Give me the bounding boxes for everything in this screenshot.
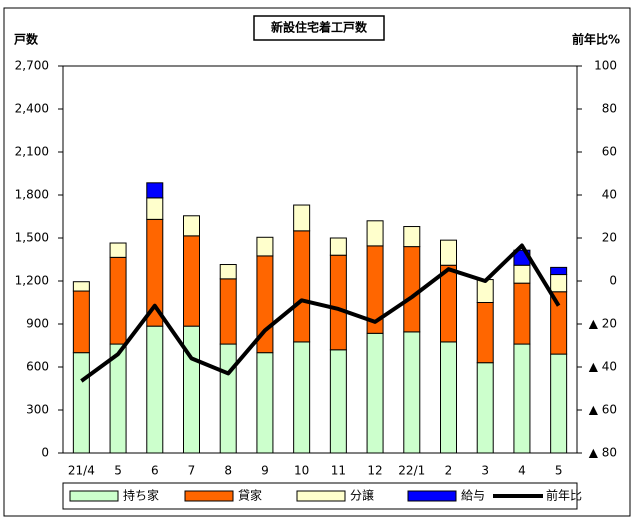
bar-segment: [550, 274, 568, 293]
x-tick-label: 3: [481, 464, 489, 478]
x-tick-label: 5: [114, 464, 122, 478]
x-tick-label: 11: [331, 464, 346, 478]
legend-label: 前年比: [546, 488, 582, 503]
bar-segment: [183, 215, 200, 237]
bar-segment: [329, 254, 347, 351]
bar-segment: [550, 291, 568, 355]
bar-segment: [476, 302, 494, 364]
bar-segment: [146, 325, 164, 454]
y-tick-label: 300: [26, 403, 49, 417]
bar-segment: [219, 278, 237, 345]
line-series: [80, 243, 561, 383]
legend-label: 分譲: [350, 488, 374, 503]
bar-segment: [513, 343, 531, 454]
y-tick-label: 1,800: [15, 188, 49, 202]
bar-segment: [256, 352, 274, 454]
title-box: [253, 15, 385, 41]
bar-segment: [550, 266, 568, 276]
bar-segment: [219, 264, 237, 280]
bar-segment: [219, 343, 237, 454]
bar-segment: [329, 237, 347, 256]
bar-segment: [109, 256, 127, 345]
y-axis-label: 戸数: [14, 32, 39, 47]
bar-segment: [256, 236, 274, 257]
x-tick-label: 12: [367, 464, 382, 478]
bar-segment: [366, 332, 384, 454]
y-tick-label: 1,200: [15, 274, 49, 288]
y2-tick-label: ▲ 40: [589, 360, 617, 374]
x-tick-label: 21/4: [68, 464, 95, 478]
y2-tick-label: 0: [609, 274, 617, 288]
legend-label: 貸家: [238, 488, 262, 503]
bar-segment: [403, 331, 421, 454]
bar-segment: [550, 353, 568, 454]
y2-tick-label: 60: [602, 145, 617, 159]
bar-segment: [183, 325, 200, 454]
bar-segment: [476, 279, 494, 304]
x-tick-label: 6: [151, 464, 159, 478]
y2-tick-label: ▲ 60: [589, 403, 617, 417]
y2-tick-label: 40: [602, 188, 617, 202]
bar-segment: [293, 230, 311, 343]
x-tick-label: 9: [261, 464, 269, 478]
chart-frame: [3, 7, 631, 517]
bar-segment: [109, 242, 127, 258]
bar-segment: [403, 246, 421, 333]
y2-axis-label: 前年比%: [572, 32, 620, 47]
legend-swatch: [407, 490, 457, 502]
x-tick-label: 4: [518, 464, 526, 478]
bar-segment: [476, 362, 494, 454]
bar-segment: [72, 290, 90, 354]
bar-segment: [183, 235, 200, 327]
bar-segment: [146, 182, 164, 199]
y2-tick-label: 100: [594, 59, 617, 73]
legend-swatch: [184, 490, 234, 502]
bar-segment: [440, 264, 457, 343]
bar-segment: [513, 282, 531, 345]
bar-segment: [440, 341, 457, 454]
y-tick-label: 1,500: [15, 231, 49, 245]
x-tick-label: 10: [294, 464, 309, 478]
y-tick-label: 2,700: [15, 59, 49, 73]
y-tick-label: 900: [26, 317, 49, 331]
y-tick-label: 0: [41, 446, 49, 460]
legend-label: 給与: [461, 489, 485, 503]
y2-tick-label: 20: [602, 231, 617, 245]
y-tick-label: 2,100: [15, 145, 49, 159]
bar-segment: [293, 204, 311, 232]
x-tick-label: 7: [188, 464, 196, 478]
y2-tick-label: 80: [602, 102, 617, 116]
y-tick-label: 2,400: [15, 102, 49, 116]
bar-segment: [366, 220, 384, 247]
legend-swatch: [296, 490, 346, 502]
x-tick-label: 2: [445, 464, 453, 478]
x-tick-label: 5: [555, 464, 563, 478]
legend-label: 持ち家: [123, 488, 159, 503]
bar-segment: [403, 226, 421, 248]
x-tick-label: 22/1: [398, 464, 425, 478]
bar-segment: [329, 349, 347, 454]
legend-swatch: [69, 490, 119, 502]
plot-area: [62, 65, 578, 454]
y2-tick-label: ▲ 20: [589, 317, 617, 331]
bar-segment: [513, 264, 531, 284]
y2-tick-label: ▲ 80: [589, 446, 617, 460]
bar-segment: [146, 197, 164, 220]
x-tick-label: 8: [224, 464, 232, 478]
bar-segment: [72, 352, 90, 454]
bar-segment: [72, 281, 90, 292]
bar-segment: [293, 341, 311, 454]
chart-title: 新設住宅着工戸数: [271, 20, 368, 35]
bar-segment: [440, 239, 457, 266]
y-tick-label: 600: [26, 360, 49, 374]
